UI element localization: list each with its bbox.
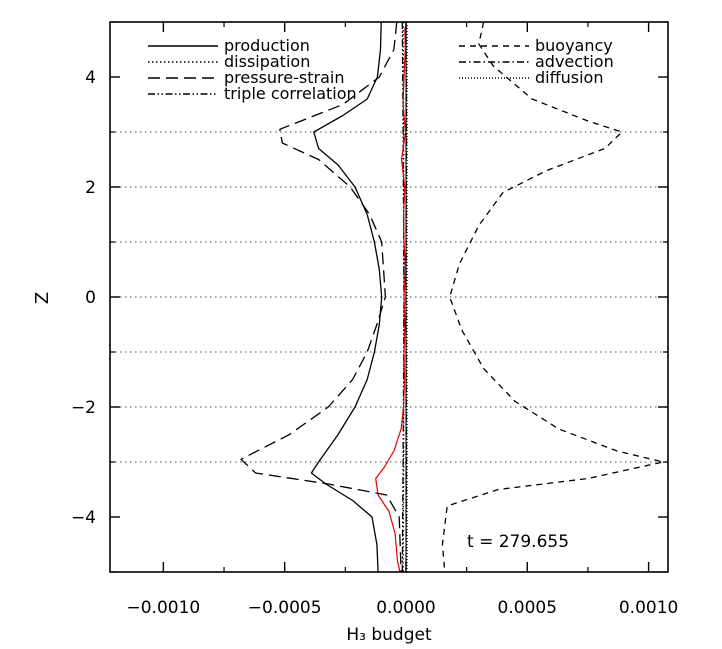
reference-lines [110,22,668,572]
x-axis-label: H₃ budget [346,625,432,645]
x-tick-label: 0.0010 [619,598,678,618]
x-tick-label: 0.0000 [376,598,435,618]
series-line [376,28,406,573]
y-tick-label: −2 [71,398,96,418]
y-tick-label: 4 [85,68,96,88]
plot-frame [110,22,668,572]
series-lines [241,22,663,572]
y-tick-label: −4 [71,508,96,528]
y-tick-label: 2 [85,178,96,198]
time-annotation: t = 279.655 [467,532,569,552]
legend-label: triple correlation [224,84,357,103]
x-tick-label: −0.0010 [127,598,201,618]
x-tick-label: 0.0005 [498,598,557,618]
y-tick-label: 0 [85,288,96,308]
y-axis-label: Z [32,292,53,304]
x-tick-label: −0.0005 [248,598,322,618]
legend-label: diffusion [535,68,603,87]
